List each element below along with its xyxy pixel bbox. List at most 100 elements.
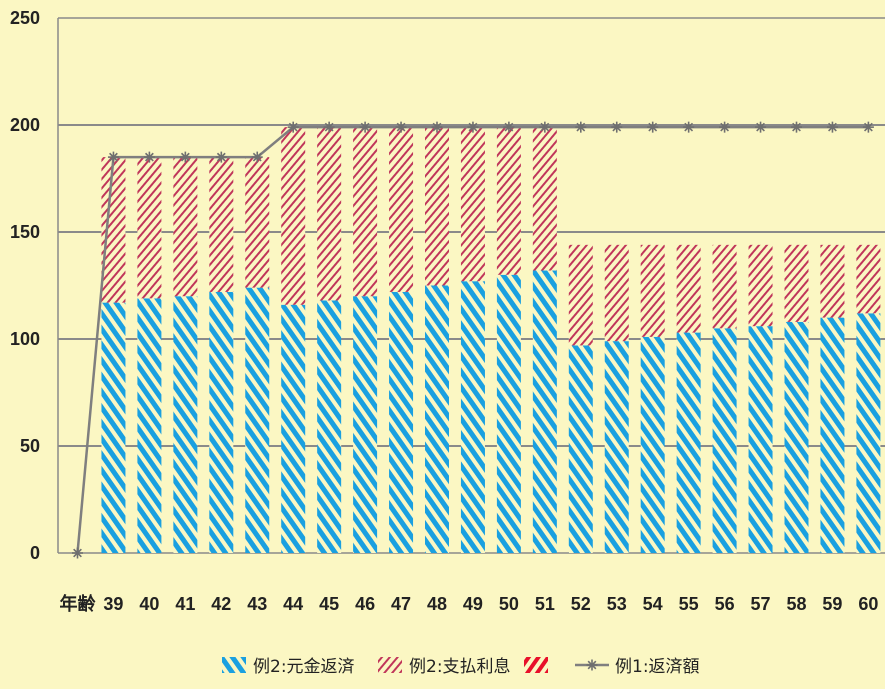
bar-interest: [173, 157, 198, 297]
bar-interest: [532, 127, 557, 271]
x-tick-label: 42: [211, 594, 231, 614]
bar-principal: [712, 328, 737, 553]
bar-principal: [676, 332, 701, 553]
x-tick-label: 57: [751, 594, 771, 614]
bar-principal: [281, 304, 306, 553]
bar-principal: [748, 326, 773, 553]
x-tick-label: 60: [858, 594, 878, 614]
bar-interest: [281, 127, 306, 305]
line-point: [826, 121, 838, 133]
legend-marker: [586, 659, 598, 671]
line-point: [323, 121, 335, 133]
x-tick-label: 53: [607, 594, 627, 614]
y-tick-label: 100: [10, 329, 40, 349]
legend-label: 例2:元金返済: [253, 657, 355, 677]
bar-principal: [532, 270, 557, 553]
bar-principal: [353, 296, 378, 553]
line-point: [179, 151, 191, 163]
bar-principal: [209, 291, 234, 553]
bar-principal: [460, 281, 485, 553]
bar-interest: [676, 244, 701, 333]
legend-label: 例2:支払利息: [409, 657, 511, 677]
y-tick-label: 200: [10, 115, 40, 135]
bar-principal: [820, 317, 845, 553]
line-point: [72, 547, 83, 559]
x-tick-label: 年齢: [60, 593, 97, 614]
line-point: [215, 151, 227, 163]
bar-interest: [568, 244, 593, 346]
bar-interest: [425, 127, 449, 286]
bar-principal: [784, 321, 809, 553]
x-tick-label: 56: [715, 594, 735, 614]
line-point: [287, 121, 299, 133]
x-tick-label: 59: [822, 594, 842, 614]
line-point: [755, 121, 767, 133]
bar-interest: [856, 244, 881, 314]
bar-principal: [496, 274, 521, 553]
bar-interest: [137, 157, 162, 299]
bar-interest: [209, 157, 234, 292]
x-tick-label: 52: [571, 594, 591, 614]
line-point: [647, 121, 659, 133]
bar-principal: [245, 287, 270, 553]
bar-principal: [604, 341, 629, 553]
repayment-line: [72, 121, 874, 559]
bar-principal: [425, 285, 449, 553]
line-point: [683, 121, 695, 133]
legend-swatch: [378, 657, 402, 673]
bar-principal: [317, 300, 342, 553]
bar-interest: [389, 127, 414, 292]
y-tick-label: 150: [10, 222, 40, 242]
legend-principal: 例2:元金返済: [222, 657, 355, 677]
bar-interest: [784, 244, 809, 322]
bar-principal: [568, 345, 593, 553]
bar-principal: [101, 302, 126, 553]
x-tick-label: 55: [679, 594, 699, 614]
line-point: [575, 121, 587, 133]
legend-label: 例1:返済額: [615, 657, 700, 677]
legend-swatch: [524, 657, 548, 673]
bar-interest: [460, 127, 485, 282]
line-point: [862, 121, 874, 133]
bar-principal: [640, 336, 665, 553]
line-point: [611, 121, 623, 133]
bar-principal: [856, 313, 881, 553]
bar-principal: [137, 298, 162, 553]
x-tick-label: 48: [427, 594, 447, 614]
bar-interest: [496, 127, 521, 275]
x-tick-label: 54: [643, 594, 663, 614]
legend: 例2:元金返済 例2:支払利息 例1:返済額: [222, 657, 700, 677]
y-tick-label: 250: [10, 8, 40, 28]
bar-interest: [101, 157, 126, 303]
line-point: [359, 121, 371, 133]
x-tick-label: 47: [391, 594, 411, 614]
bar-interest: [640, 244, 665, 337]
line-point: [467, 121, 479, 133]
line-point: [251, 151, 263, 163]
bar-interest: [245, 157, 270, 288]
legend-swatch: [222, 657, 246, 673]
x-tick-label: 50: [499, 594, 519, 614]
x-tick-label: 41: [175, 594, 195, 614]
x-tick-label: 40: [139, 594, 159, 614]
bar-interest: [712, 244, 737, 329]
bar-interest: [353, 127, 378, 297]
bar-interest: [317, 127, 342, 301]
line-point: [395, 121, 407, 133]
bar-interest: [748, 244, 773, 327]
x-tick-label: 51: [535, 594, 555, 614]
x-tick-label: 39: [103, 594, 123, 614]
x-tick-label: 44: [283, 594, 303, 614]
y-tick-label: 0: [30, 543, 40, 563]
legend-red-swatch: [524, 657, 548, 673]
x-tick-label: 43: [247, 594, 267, 614]
bar-interest: [604, 244, 629, 342]
axes: 0 50 100 150 200 250 年齢 39 40 41 42 43 44 45 46 47 48 49 5…: [10, 8, 878, 614]
line-point: [107, 151, 119, 163]
x-tick-label: 46: [355, 594, 375, 614]
line-point: [431, 121, 443, 133]
legend-interest: 例2:支払利息: [378, 657, 511, 677]
y-tick-label: 50: [20, 436, 40, 456]
